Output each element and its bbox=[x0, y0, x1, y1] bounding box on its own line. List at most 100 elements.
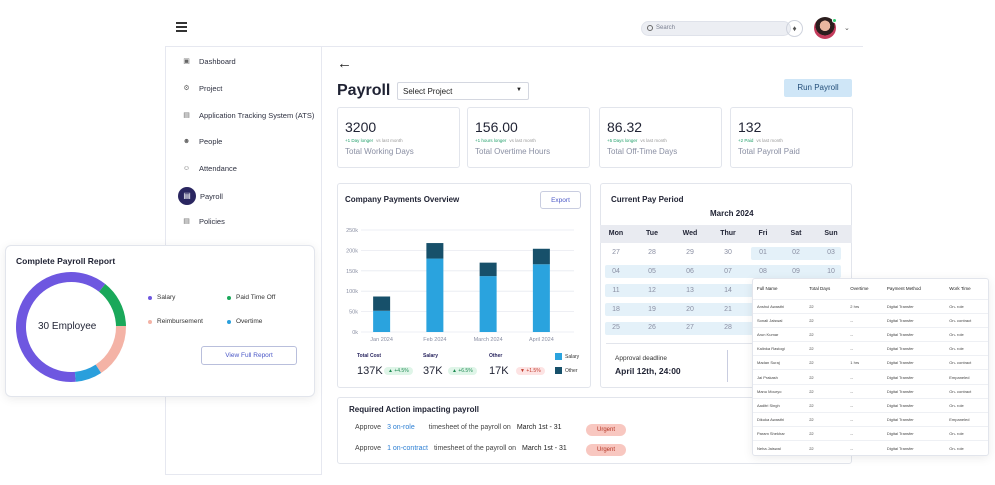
view-full-report-button[interactable]: View Full Report bbox=[201, 346, 297, 365]
table-cell: On- role bbox=[945, 298, 988, 314]
table-row[interactable]: Arun Kumar 22 -- Digital Transfer On- role bbox=[753, 326, 988, 342]
y-tick-label: 250k bbox=[346, 228, 358, 234]
calendar-day[interactable]: 03 bbox=[827, 249, 835, 256]
table-cell: Digital Transfer bbox=[882, 341, 946, 356]
calendar-day[interactable]: 19 bbox=[648, 306, 656, 313]
sidebar-item-payroll[interactable]: ▤ Payroll bbox=[178, 187, 223, 205]
weekday-label: Mon bbox=[608, 230, 624, 237]
table-cell: -- bbox=[846, 411, 883, 427]
calendar-day[interactable]: 20 bbox=[686, 306, 694, 313]
bell-icon[interactable]: ♦ bbox=[786, 20, 803, 37]
avatar[interactable] bbox=[814, 17, 836, 39]
urgent-badge: Urgent bbox=[586, 444, 626, 456]
sidebar-item-attendance[interactable]: ☺ Attendance bbox=[182, 164, 237, 173]
table-cell: 22 bbox=[805, 326, 847, 342]
table-cell: -- bbox=[846, 383, 883, 399]
calendar-day[interactable]: 09 bbox=[792, 268, 800, 275]
hamburger-menu-icon[interactable] bbox=[176, 22, 187, 32]
sidebar-item-policies[interactable]: ▤ Policies bbox=[183, 217, 225, 226]
calendar-day[interactable]: 12 bbox=[648, 287, 656, 294]
attendance-icon: ☺ bbox=[182, 165, 191, 172]
table-row[interactable]: Aaditri Singh 22 -- Digital Transfer On- rol… bbox=[753, 397, 988, 413]
run-payroll-button[interactable]: Run Payroll bbox=[784, 79, 852, 97]
table-row[interactable]: Madan Suraj 22 1 hrs Digital Transfer On- co… bbox=[753, 355, 988, 370]
sidebar-item-project[interactable]: ⚙ Project bbox=[183, 84, 223, 93]
back-arrow-icon[interactable]: ← bbox=[337, 55, 352, 72]
calendar-day[interactable]: 08 bbox=[759, 268, 767, 275]
chevron-down-icon[interactable]: ⌄ bbox=[844, 25, 850, 32]
calendar-day[interactable]: 14 bbox=[724, 287, 732, 294]
approval-deadline-label: Approval deadline bbox=[615, 355, 668, 362]
table-cell: -- bbox=[846, 440, 883, 455]
total-cost-change: ▲ +4.5% bbox=[384, 367, 413, 375]
table-cell: 1 hrs bbox=[846, 355, 883, 370]
donut-segment-overtime bbox=[16, 272, 126, 382]
table-cell: On- role bbox=[945, 341, 988, 356]
calendar-day[interactable]: 28 bbox=[724, 324, 732, 331]
calendar-day[interactable]: 30 bbox=[724, 249, 732, 256]
pay-period-title: Current Pay Period bbox=[611, 195, 684, 204]
project-select[interactable]: Select Project ▼ bbox=[397, 82, 529, 100]
calendar-day[interactable]: 27 bbox=[686, 324, 694, 331]
weekday-label: Tue bbox=[646, 230, 658, 237]
weekday-label: Sat bbox=[790, 230, 802, 237]
table-cell: Kalinka Rastogi bbox=[753, 341, 806, 356]
table-row[interactable]: Jai Prakash 22 -- Digital Transfer Empaneled bbox=[753, 369, 988, 385]
donut-segment-paid-time-off bbox=[16, 272, 126, 382]
bar-salary bbox=[426, 258, 444, 332]
calendar-day[interactable]: 07 bbox=[724, 268, 732, 275]
table-cell: 22 bbox=[805, 411, 847, 427]
sidebar-item-dashboard[interactable]: ▣ Dashboard bbox=[183, 57, 236, 66]
table-cell: Empaneled bbox=[945, 369, 988, 385]
table-cell: Dikuka Awasthi bbox=[753, 411, 806, 427]
calendar-day[interactable]: 13 bbox=[686, 287, 694, 294]
calendar-day[interactable]: 04 bbox=[612, 268, 620, 275]
calendar-day[interactable]: 27 bbox=[612, 249, 620, 256]
calendar-day[interactable]: 05 bbox=[648, 268, 656, 275]
table-cell: 22 bbox=[805, 298, 847, 314]
other-total-label: Other bbox=[489, 353, 503, 359]
table-row[interactable]: Dikuka Awasthi 22 -- Digital Transfer Empane… bbox=[753, 411, 988, 427]
bar-other bbox=[532, 248, 550, 265]
calendar-day[interactable]: 02 bbox=[792, 249, 800, 256]
salary-total-label: Salary bbox=[423, 353, 439, 359]
y-tick-label: 0k bbox=[352, 330, 358, 336]
salary-total-value: 37K bbox=[423, 365, 443, 377]
sidebar-item-people[interactable]: ☻ People bbox=[182, 137, 223, 146]
calendar-day[interactable]: 21 bbox=[724, 306, 732, 313]
table-cell: -- bbox=[846, 341, 883, 356]
calendar-day[interactable]: 18 bbox=[612, 306, 620, 313]
weekday-label: Fri bbox=[758, 230, 768, 237]
on-contract-link[interactable]: 1 on-contract bbox=[387, 445, 428, 452]
table-cell: -- bbox=[846, 326, 883, 342]
x-tick-label: April 2024 bbox=[529, 337, 554, 343]
on-role-link[interactable]: 3 on-role bbox=[387, 424, 415, 431]
table-row[interactable]: Sonali Jaiswal 22 -- Digital Transfer On- co… bbox=[753, 312, 988, 328]
calendar-day[interactable]: 01 bbox=[759, 249, 767, 256]
y-tick-label: 150k bbox=[346, 269, 358, 275]
table-row[interactable]: Anshul Awasthi 22 2 hrs Digital Transfer On-… bbox=[753, 298, 988, 314]
calendar-day[interactable]: 10 bbox=[827, 268, 835, 275]
calendar-day[interactable]: 29 bbox=[686, 249, 694, 256]
table-cell: On- contract bbox=[945, 355, 988, 370]
sidebar-item-ats[interactable]: ▤ Application Tracking System (ATS) bbox=[183, 111, 315, 120]
project-icon: ⚙ bbox=[183, 85, 190, 92]
legend-salary: Salary bbox=[555, 353, 579, 360]
calendar-day[interactable]: 25 bbox=[612, 324, 620, 331]
total-cost-value: 137K bbox=[357, 365, 383, 377]
calendar-day[interactable]: 06 bbox=[686, 268, 694, 275]
table-row[interactable]: Param Shekhar 22 -- Digital Transfer On- rol… bbox=[753, 426, 988, 441]
calendar-day[interactable]: 11 bbox=[612, 287, 620, 294]
stat-card-off-time-days: 86.32 +5 Days longer vs last month Total … bbox=[599, 107, 722, 168]
report-title: Complete Payroll Report bbox=[16, 256, 116, 266]
search-input[interactable]: Search bbox=[641, 21, 791, 36]
divider bbox=[727, 350, 728, 382]
dashboard-icon: ▣ bbox=[183, 58, 190, 65]
table-row[interactable]: Manu Mouryo 22 -- Digital Transfer On- contr… bbox=[753, 383, 988, 399]
calendar-day[interactable]: 26 bbox=[648, 324, 656, 331]
table-cell: 2 hrs bbox=[846, 298, 883, 314]
table-row[interactable]: Kalinka Rastogi 22 -- Digital Transfer On- r… bbox=[753, 341, 988, 356]
export-button[interactable]: Export bbox=[540, 191, 581, 209]
calendar-day[interactable]: 28 bbox=[648, 249, 656, 256]
table-row[interactable]: Neha Jaiswal 22 -- Digital Transfer On- role bbox=[753, 440, 988, 455]
